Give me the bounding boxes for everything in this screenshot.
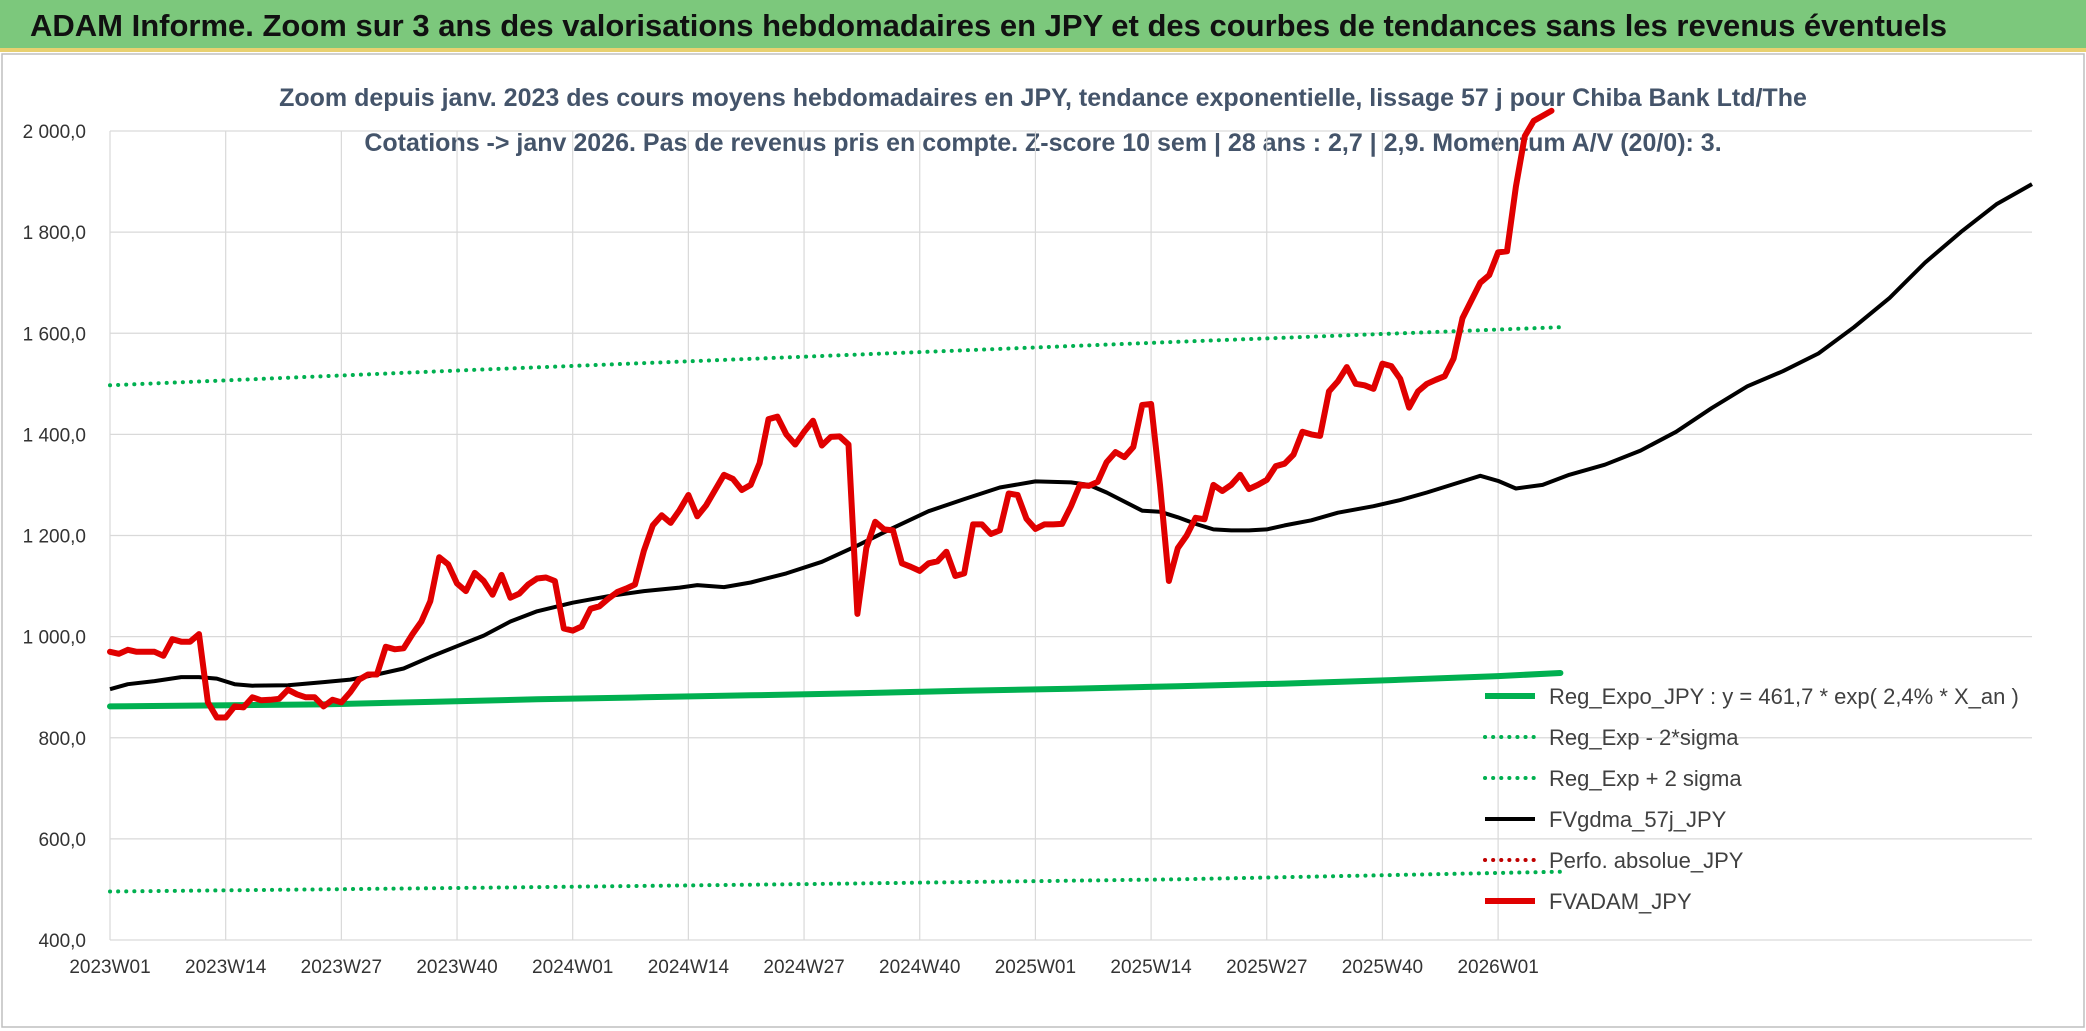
legend-label: FVADAM_JPY (1549, 889, 1692, 914)
y-tick-label: 1 400,0 (23, 425, 86, 446)
y-tick-label: 1 800,0 (23, 223, 86, 244)
report-banner-title: ADAM Informe. Zoom sur 3 ans des valoris… (30, 8, 1947, 43)
report-banner: ADAM Informe. Zoom sur 3 ans des valoris… (0, 0, 2086, 52)
series-line-3 (109, 182, 2033, 692)
x-tick-label: 2024W01 (532, 957, 613, 978)
y-tick-label: 2 000,0 (23, 122, 86, 143)
y-tick-label: 400,0 (38, 931, 86, 952)
series-line-1 (108, 869, 1563, 894)
x-tick-label: 2023W40 (416, 957, 497, 978)
series-line-0 (107, 670, 1564, 710)
chart-subtitle: Cotations -> janv 2026. Pas de revenus p… (364, 129, 1722, 157)
x-tick-label: 2025W01 (995, 957, 1076, 978)
x-tick-label: 2023W27 (301, 957, 382, 978)
chart-border (1, 53, 2085, 1028)
line-chart: 400,0 600,0 800,0 1 000,0 1 200,0 1 400,0 1 60… (1, 53, 2085, 1028)
y-tick-label: 1 000,0 (23, 628, 86, 649)
legend-label: FVgdma_57j_JPY (1549, 807, 1727, 832)
series-line-2 (108, 325, 1563, 388)
legend-label: Reg_Expo_JPY : y = 461,7 * exp( 2,4% * X… (1549, 684, 2019, 709)
y-axis: 400,0 600,0 800,0 1 000,0 1 200,0 1 400,0 1 60… (23, 122, 86, 952)
series-line-5 (107, 107, 1555, 721)
chart-title: Zoom depuis janv. 2023 des cours moyens … (279, 84, 1807, 112)
y-tick-label: 1 200,0 (23, 527, 86, 548)
x-tick-label: 2025W14 (1110, 957, 1192, 978)
x-tick-label: 2024W40 (879, 957, 960, 978)
y-tick-label: 800,0 (38, 729, 86, 750)
y-tick-label: 600,0 (38, 830, 86, 851)
x-tick-label: 2025W40 (1342, 957, 1423, 978)
chart-frame (1, 53, 2085, 1028)
x-axis: 2023W01 2023W14 2023W27 2023W40 2024W01 2024W… (69, 957, 1538, 978)
x-tick-label: 2024W14 (648, 957, 730, 978)
x-tick-label: 2023W14 (185, 957, 267, 978)
x-tick-label: 2025W27 (1226, 957, 1307, 978)
legend-label: Reg_Exp + 2 sigma (1549, 766, 1742, 791)
x-tick-label: 2023W01 (69, 957, 150, 978)
legend-label: Reg_Exp - 2*sigma (1549, 725, 1739, 750)
y-tick-label: 1 600,0 (23, 324, 86, 345)
chart-grid (109, 130, 2032, 941)
x-tick-label: 2026W01 (1457, 957, 1538, 978)
chart-legend: Reg_Expo_JPY : y = 461,7 * exp( 2,4% * X… (1483, 684, 2019, 914)
x-tick-label: 2024W27 (763, 957, 844, 978)
legend-label: Perfo. absolue_JPY (1549, 848, 1744, 873)
chart-series (107, 107, 2033, 894)
